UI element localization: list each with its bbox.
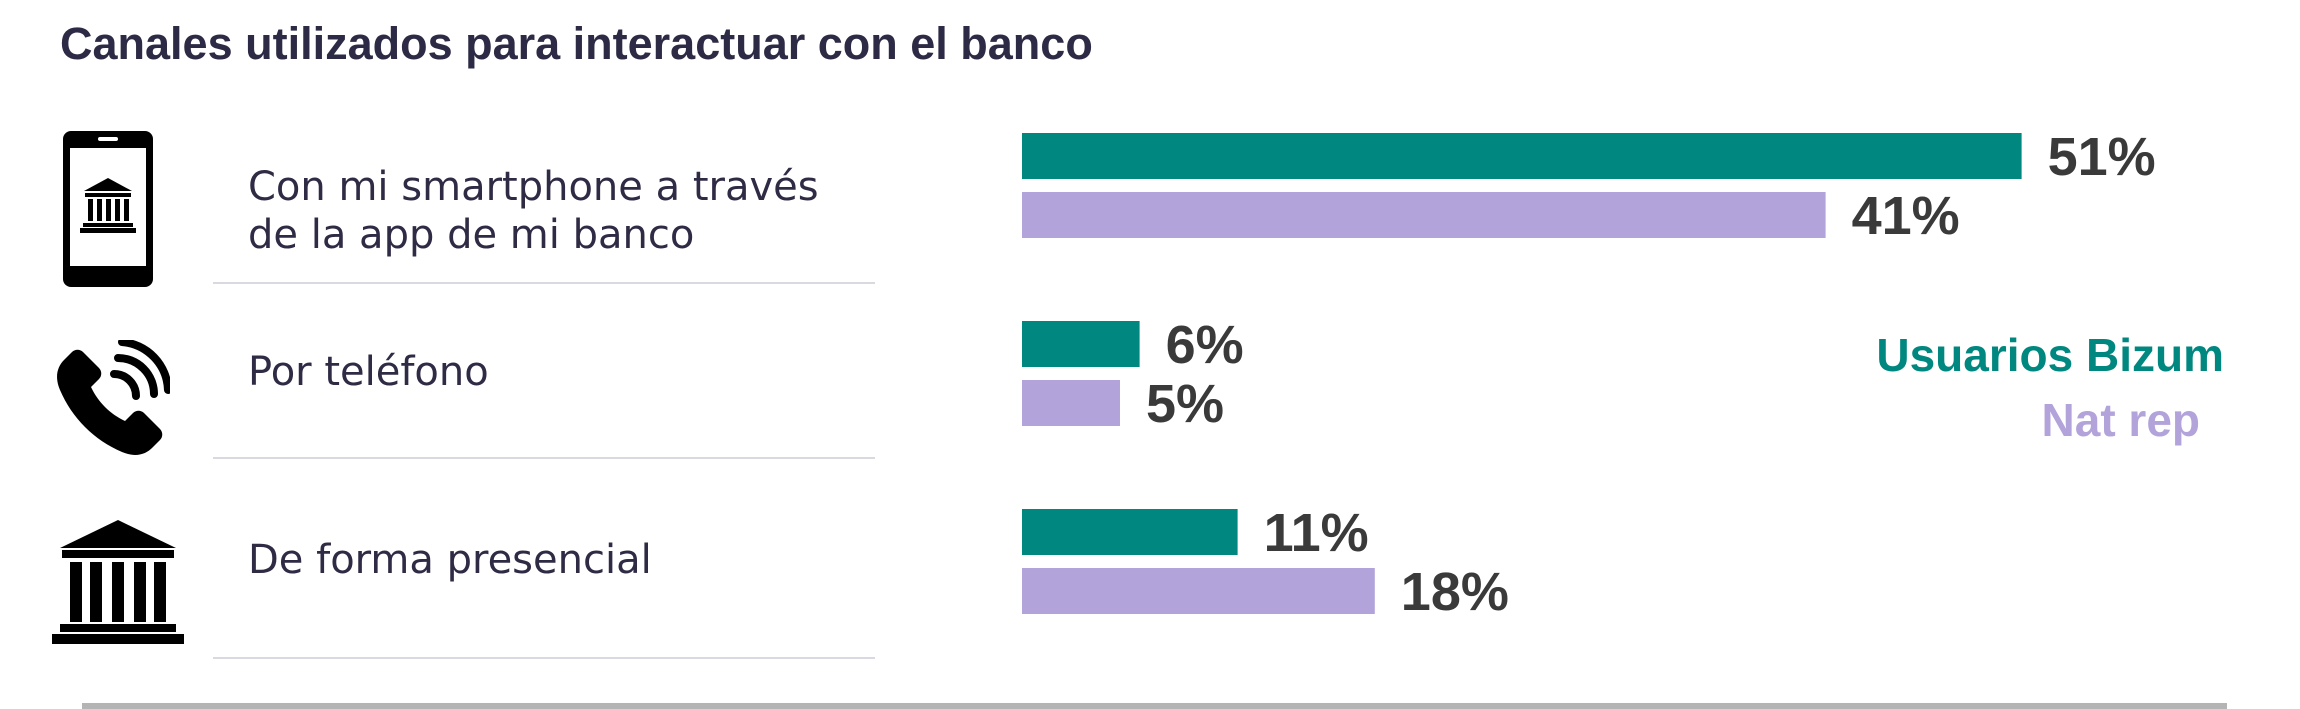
row-divider xyxy=(213,282,875,284)
row-divider xyxy=(213,457,875,459)
value-label-natrep-1: 5% xyxy=(1146,374,1224,434)
bottom-rule xyxy=(82,703,2227,709)
legend-usuarios-bizum: Usuarios Bizum xyxy=(1876,329,2224,381)
bar-natrep-1 xyxy=(1022,380,1120,426)
row-label-phone: Por teléfono xyxy=(248,349,489,395)
value-label-bizum-1: 6% xyxy=(1166,315,1244,375)
bar-bizum-2 xyxy=(1022,509,1238,555)
bar-natrep-0 xyxy=(1022,192,1826,238)
bar-bizum-0 xyxy=(1022,133,2022,179)
bank-building-icon xyxy=(52,520,184,644)
row-label-smartphone: Con mi smartphone a través de la app de … xyxy=(248,164,819,258)
value-label-bizum-2: 11% xyxy=(1264,503,1369,563)
row-label-presencial: De forma presencial xyxy=(248,537,652,583)
page-title: Canales utilizados para interactuar con … xyxy=(60,18,1093,69)
bar-natrep-2 xyxy=(1022,568,1375,614)
bar-bizum-1 xyxy=(1022,321,1140,367)
value-label-natrep-0: 41% xyxy=(1852,186,1960,246)
value-label-bizum-0: 51% xyxy=(2048,127,2156,187)
smartphone-bank-icon xyxy=(63,131,153,287)
row-divider xyxy=(213,657,875,659)
value-label-natrep-2: 18% xyxy=(1401,562,1509,622)
legend-nat-rep: Nat rep xyxy=(2041,394,2200,446)
phone-icon xyxy=(57,340,170,455)
